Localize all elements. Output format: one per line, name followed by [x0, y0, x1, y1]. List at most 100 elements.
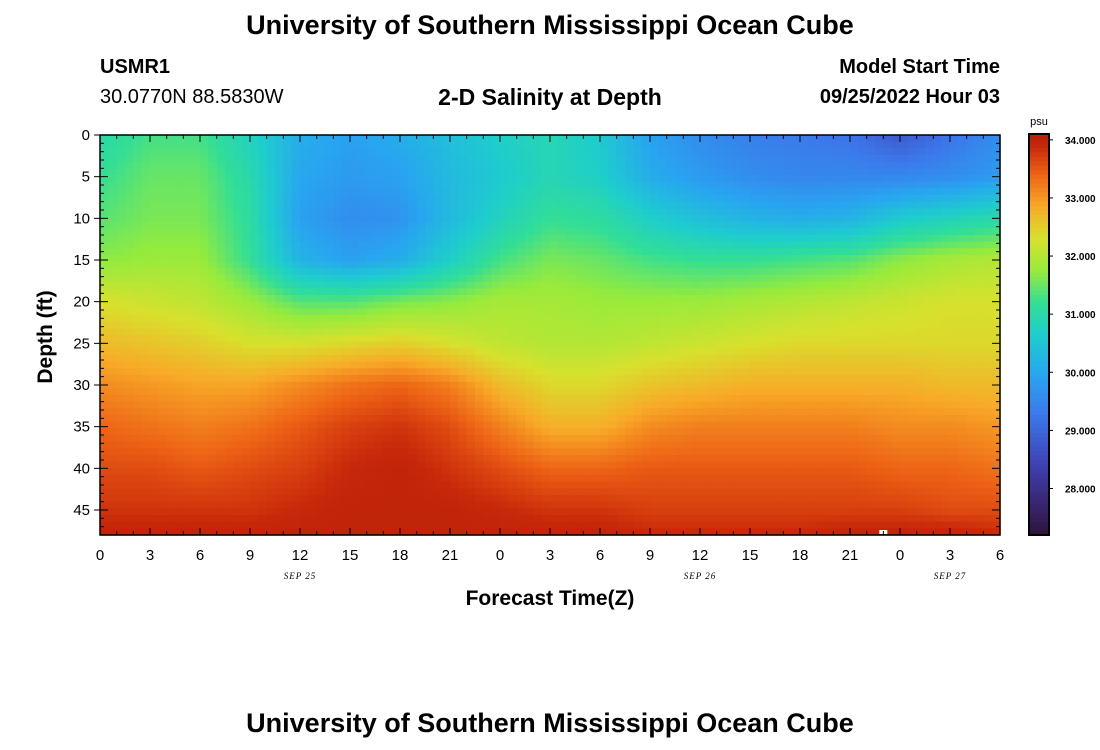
heatmap-cell [391, 308, 401, 316]
heatmap-cell [525, 215, 534, 223]
heatmap-cell [858, 161, 868, 169]
heatmap-cell [258, 268, 268, 276]
heatmap-cell [416, 161, 426, 169]
heatmap-cell [458, 281, 468, 289]
heatmap-cell [391, 401, 401, 409]
heatmap-cell [150, 388, 159, 396]
heatmap-cell [666, 268, 676, 276]
heatmap-cell [433, 355, 443, 363]
heatmap-cell [308, 435, 318, 443]
heatmap-cell [400, 275, 409, 283]
heatmap-cell [441, 321, 451, 329]
heatmap-cell [575, 208, 584, 216]
heatmap-cell [433, 248, 443, 256]
heatmap-cell [675, 361, 684, 369]
heatmap-cell [900, 368, 909, 376]
heatmap-cell [675, 175, 684, 183]
heatmap-cell [958, 308, 968, 316]
heatmap-cell [158, 441, 168, 449]
heatmap-cell [758, 295, 768, 303]
heatmap-cell [750, 135, 759, 143]
heatmap-cell [158, 321, 168, 329]
heatmap-cell [400, 355, 409, 363]
heatmap-cell [241, 435, 251, 443]
heatmap-cell [425, 215, 434, 223]
heatmap-cell [475, 401, 484, 409]
heatmap-cell [875, 175, 884, 183]
heatmap-cell [141, 375, 151, 383]
heatmap-cell [800, 181, 809, 189]
heatmap-cell [391, 295, 401, 303]
heatmap-cell [500, 301, 509, 309]
heatmap-cell [758, 168, 768, 176]
heatmap-cell [633, 308, 643, 316]
heatmap-cell [783, 181, 793, 189]
heatmap-cell [966, 161, 976, 169]
heatmap-cell [683, 315, 693, 323]
heatmap-cell [116, 141, 126, 149]
heatmap-cell [600, 395, 609, 403]
heatmap-cell [941, 315, 951, 323]
heatmap-cell [475, 395, 484, 403]
heatmap-cell [241, 141, 251, 149]
heatmap-cell [216, 221, 226, 229]
heatmap-cell [975, 348, 984, 356]
heatmap-cell [475, 228, 484, 236]
heatmap-cell [233, 168, 243, 176]
heatmap-cell [250, 408, 259, 416]
heatmap-cell [166, 255, 176, 263]
heatmap-cell [150, 288, 159, 296]
heatmap-cell [775, 201, 784, 209]
heatmap-cell [700, 161, 709, 169]
heatmap-cell [875, 421, 884, 429]
heatmap-cell [916, 361, 926, 369]
heatmap-cell [625, 341, 634, 349]
heatmap-cell [241, 441, 251, 449]
heatmap-cell [733, 155, 743, 163]
heatmap-cell [275, 221, 284, 229]
heatmap-cell [841, 228, 851, 236]
heatmap-cell [458, 415, 468, 423]
heatmap-cell [966, 261, 976, 269]
heatmap-cell [708, 335, 718, 343]
heatmap-cell [425, 328, 434, 336]
heatmap-cell [966, 315, 976, 323]
heatmap-cell [925, 368, 934, 376]
heatmap-cell [158, 361, 168, 369]
heatmap-cell [891, 195, 901, 203]
heatmap-cell [625, 295, 634, 303]
heatmap-cell [741, 141, 751, 149]
heatmap-cell [308, 215, 318, 223]
heatmap-cell [891, 395, 901, 403]
heatmap-cell [383, 181, 393, 189]
heatmap-cell [916, 275, 926, 283]
heatmap-cell [225, 415, 234, 423]
heatmap-cell [258, 255, 268, 263]
heatmap-cell [558, 221, 568, 229]
heatmap-cell [575, 181, 584, 189]
heatmap-cell [458, 148, 468, 156]
heatmap-cell [966, 255, 976, 263]
heatmap-cell [641, 168, 651, 176]
heatmap-cell [891, 255, 901, 263]
heatmap-cell [866, 348, 876, 356]
heatmap-cell [550, 228, 559, 236]
heatmap-cell [241, 321, 251, 329]
heatmap-cell [458, 155, 468, 163]
heatmap-cell [858, 208, 868, 216]
heatmap-cell [358, 188, 368, 196]
heatmap-cell [366, 208, 376, 216]
heatmap-cell [866, 281, 876, 289]
heatmap-cell [916, 335, 926, 343]
heatmap-cell [616, 261, 626, 269]
heatmap-cell [658, 148, 668, 156]
heatmap-cell [833, 261, 843, 269]
heatmap-cell [825, 355, 834, 363]
heatmap-cell [666, 375, 676, 383]
heatmap-cell [700, 281, 709, 289]
heatmap-cell [808, 301, 818, 309]
heatmap-cell [483, 148, 493, 156]
heatmap-cell [166, 221, 176, 229]
heatmap-cell [625, 281, 634, 289]
heatmap-cell [191, 348, 201, 356]
